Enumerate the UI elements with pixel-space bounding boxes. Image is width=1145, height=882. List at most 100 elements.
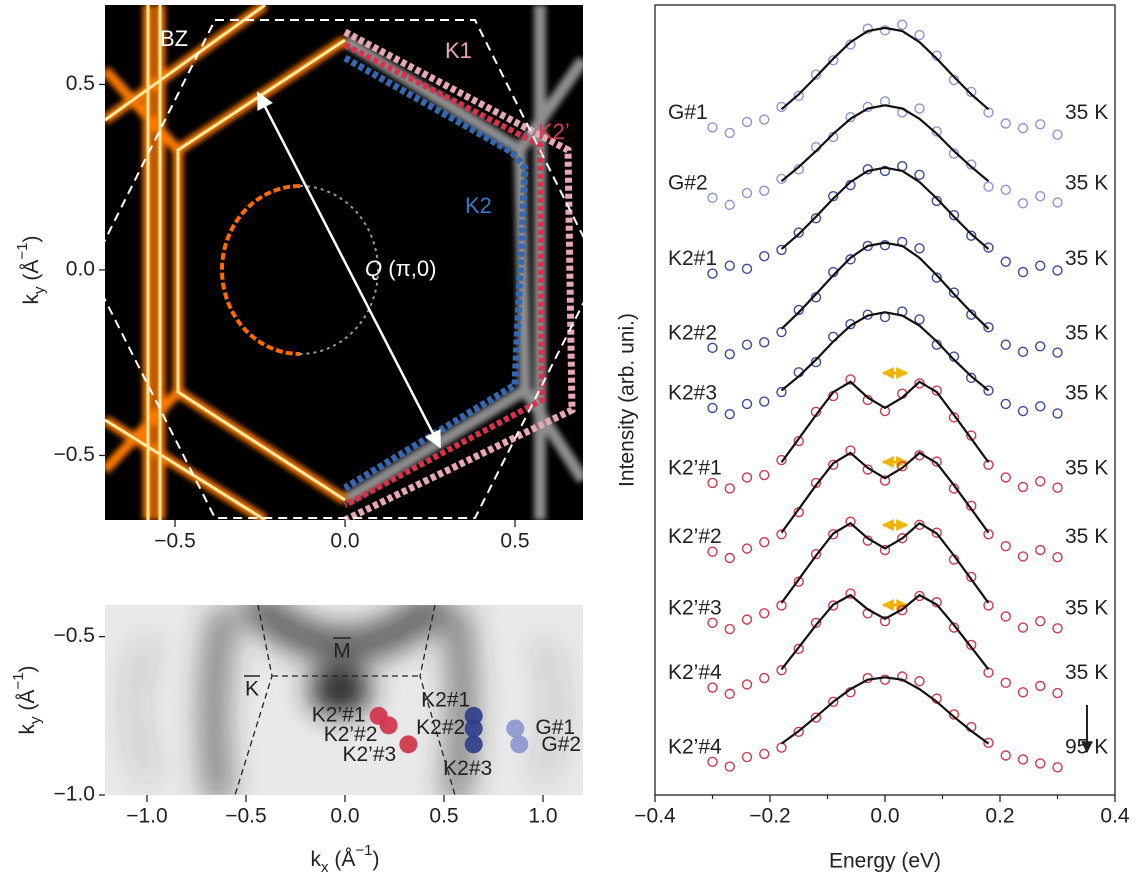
data-point: [1053, 198, 1062, 207]
point: [506, 720, 524, 738]
temperature-label: 95 K: [1065, 735, 1108, 758]
label-part: ): [20, 236, 43, 243]
data-point: [708, 547, 717, 556]
k1-label: K1: [445, 38, 472, 63]
data-point: [760, 674, 769, 683]
x-tick-label: −0.5: [154, 530, 195, 553]
data-point: [1019, 688, 1028, 697]
data-point: [760, 749, 769, 758]
figure: BZ K1 K2’ K2 Q (π,0) K M −0.50.00.5−0.50…: [0, 0, 1145, 882]
x-tick-label: 0.0: [330, 805, 359, 828]
label-part: k: [16, 723, 39, 734]
data-point: [1001, 185, 1010, 194]
data-point: [984, 182, 993, 191]
data-point: [1001, 340, 1010, 349]
fit-curve: [782, 453, 989, 533]
x-axis-label: kx (Å−1): [311, 842, 380, 876]
point-label: K2#3: [443, 757, 492, 780]
point: [510, 735, 528, 753]
data-point: [1036, 617, 1045, 626]
data-point: [743, 189, 752, 198]
data-point: [725, 689, 734, 698]
data-point: [708, 403, 717, 412]
k-bar-label: K: [245, 678, 259, 701]
label-part: ): [372, 848, 379, 871]
data-point: [777, 328, 786, 337]
data-point: [1053, 689, 1062, 698]
data-point: [1019, 347, 1028, 356]
fit-curve: [782, 105, 989, 181]
y-axis-label: ky (Å−1): [14, 236, 48, 305]
data-point: [1036, 120, 1045, 129]
x-tick-label: −1.0: [126, 805, 167, 828]
q-label: Q (π,0): [365, 256, 436, 281]
label-part: k: [311, 848, 322, 871]
point-label: K2#2: [416, 716, 465, 739]
data-point: [777, 743, 786, 752]
data-point: [1001, 473, 1010, 482]
data-point: [725, 128, 734, 137]
y-tick-label: −1.0: [54, 783, 95, 806]
fit-curve: [782, 382, 989, 463]
x-tick-label: −0.4: [634, 805, 676, 828]
trace-label: K2#1: [668, 247, 717, 270]
data-point: [1019, 124, 1028, 133]
x-tick-label: −0.2: [749, 805, 790, 828]
data-point: [1036, 681, 1045, 690]
data-point: [915, 244, 924, 253]
label-part: −1: [10, 673, 27, 690]
temperature-label: 35 K: [1065, 381, 1108, 404]
trace-label: K2’#1: [668, 456, 722, 479]
trace-label: G#2: [668, 171, 708, 194]
data-point: [1019, 199, 1028, 208]
trace-label: K2’#3: [668, 596, 722, 619]
data-point: [1019, 482, 1028, 491]
data-point: [725, 350, 734, 359]
data-point: [1001, 399, 1010, 408]
data-point: [1036, 546, 1045, 555]
data-point: [743, 473, 752, 482]
data-point: [725, 554, 734, 563]
data-point: [1053, 624, 1062, 633]
label-part: ): [16, 666, 39, 673]
data-point: [1036, 759, 1045, 768]
x-tick-label: 0.5: [429, 805, 458, 828]
data-point: [708, 193, 717, 202]
k2p-label: K2’: [538, 119, 570, 144]
y-tick-label: −0.5: [54, 443, 95, 466]
trace-label: K2’#2: [668, 525, 722, 548]
data-point: [1001, 751, 1010, 760]
data-point: [1019, 755, 1028, 764]
data-point: [915, 677, 924, 686]
data-point: [708, 123, 717, 132]
point-label: G#2: [541, 733, 581, 756]
data-point: [1001, 119, 1010, 128]
data-point: [760, 115, 769, 124]
data-point: [725, 261, 734, 270]
temperature-label: 35 K: [1065, 101, 1108, 124]
data-point: [743, 615, 752, 624]
data-point: [1019, 268, 1028, 277]
data-point: [1053, 483, 1062, 492]
data-point: [1019, 552, 1028, 561]
data-point: [708, 618, 717, 627]
data-point: [1036, 261, 1045, 270]
temperature-label: 35 K: [1065, 247, 1108, 270]
data-point: [1053, 130, 1062, 139]
fermi-map: [90, 5, 600, 520]
data-point: [1053, 266, 1062, 275]
x-tick-label: 0.4: [1100, 805, 1130, 828]
data-point: [743, 753, 752, 762]
temperature-label: 35 K: [1065, 525, 1108, 548]
point: [399, 735, 417, 753]
k2-label: K2: [465, 193, 492, 218]
data-point: [1036, 192, 1045, 201]
data-point: [1019, 623, 1028, 632]
trace-label: G#1: [668, 101, 708, 124]
data-point: [725, 200, 734, 209]
data-point: [743, 544, 752, 553]
fit-curve: [782, 312, 989, 390]
bz-label: BZ: [160, 26, 188, 51]
data-point: [1001, 542, 1010, 551]
data-point: [708, 269, 717, 278]
